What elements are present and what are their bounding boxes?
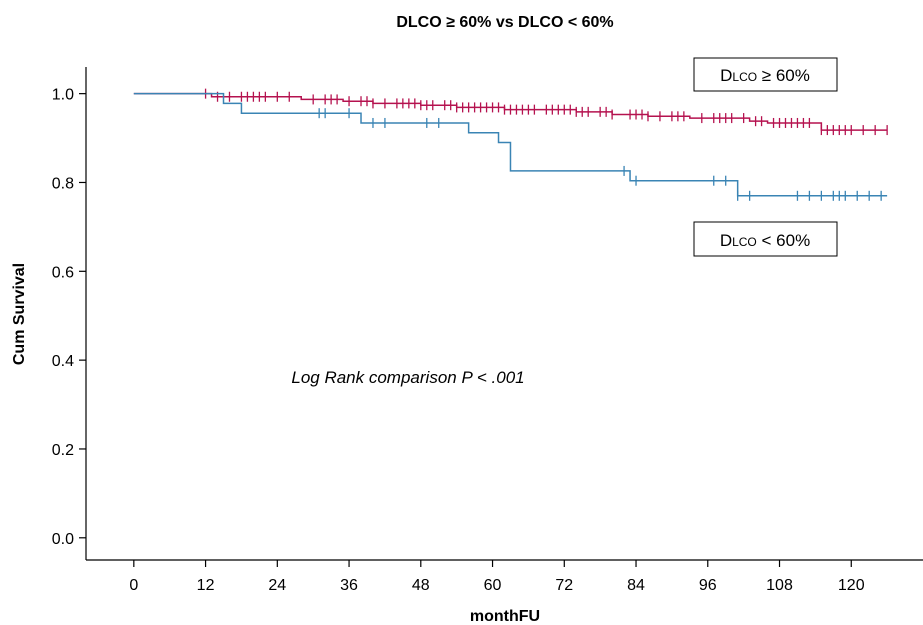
- legend-label-high-dlco: DLCO ≥ 60%: [720, 66, 810, 85]
- x-ticks: 0 12 24 36 48 60 72 84 96 108 120: [129, 560, 865, 594]
- chart-title: DLCO ≥ 60% vs DLCO < 60%: [396, 14, 613, 31]
- log-rank-annotation: Log Rank comparison P < .001: [291, 368, 524, 387]
- axes: 0.0 0.2 0.4 0.6 0.8 1.0 0 12 24 36 48 60 72 84 96 108 1…: [52, 67, 923, 594]
- x-tick-label: 36: [340, 577, 358, 594]
- y-tick-label: 0.8: [52, 175, 74, 192]
- legend-box-low-dlco: DLCO < 60%: [693, 221, 838, 257]
- x-tick-label: 24: [268, 577, 286, 594]
- x-tick-label: 120: [838, 577, 865, 594]
- x-tick-label: 12: [197, 577, 215, 594]
- survival-curves: [133, 88, 888, 201]
- x-tick-label: 108: [766, 577, 793, 594]
- x-tick-label: 84: [627, 577, 645, 594]
- x-tick-label: 60: [484, 577, 502, 594]
- x-tick-label: 72: [555, 577, 573, 594]
- y-axis-label: Cum Survival: [11, 263, 28, 365]
- y-tick-label: 0.4: [52, 353, 74, 370]
- x-tick-label: 48: [412, 577, 430, 594]
- y-ticks: 0.0 0.2 0.4 0.6 0.8 1.0: [52, 87, 86, 548]
- series-high-dlco: [133, 88, 888, 136]
- legend-box-frame: [693, 221, 838, 257]
- x-axis-label: monthFU: [470, 608, 540, 625]
- survival-step-line: [133, 92, 888, 197]
- legend-box-frame: [693, 57, 838, 92]
- x-tick-label: 0: [129, 577, 138, 594]
- y-tick-label: 1.0: [52, 87, 74, 104]
- y-tick-label: 0.0: [52, 531, 74, 548]
- survival-step-line: [133, 92, 888, 131]
- y-tick-label: 0.6: [52, 264, 74, 281]
- x-tick-label: 96: [699, 577, 717, 594]
- series-low-dlco: [133, 92, 888, 201]
- legend-box-high-dlco: DLCO ≥ 60%: [693, 57, 838, 92]
- y-tick-label: 0.2: [52, 442, 74, 459]
- legend-label-low-dlco: DLCO < 60%: [720, 231, 810, 250]
